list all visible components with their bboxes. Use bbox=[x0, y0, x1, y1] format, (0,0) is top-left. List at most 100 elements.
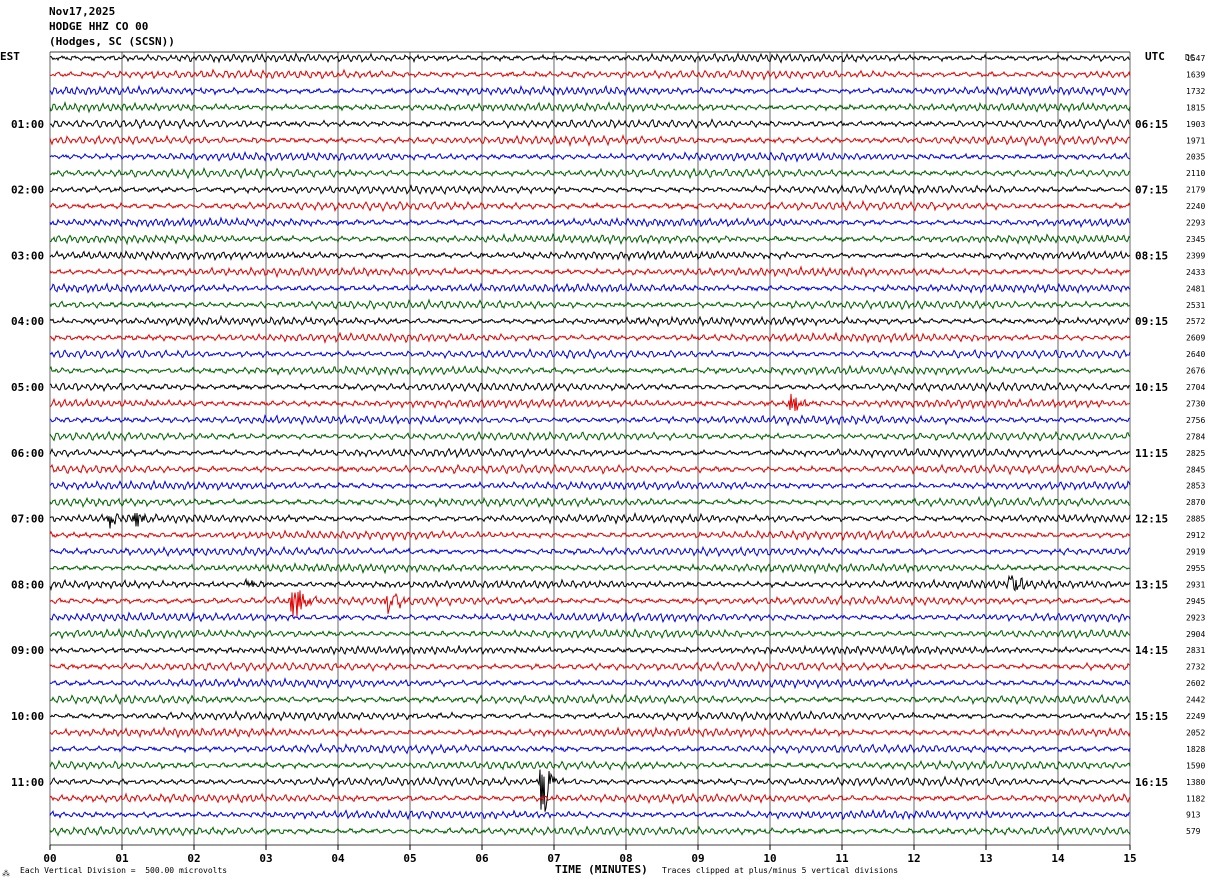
left-time-label: 02:00 bbox=[11, 184, 44, 197]
x-tick-label: 15 bbox=[1123, 852, 1136, 865]
trace-row bbox=[49, 676, 1131, 690]
trace-row bbox=[49, 100, 1131, 114]
trace-row bbox=[49, 574, 1131, 592]
minute-grid bbox=[49, 51, 1131, 850]
trace-row bbox=[49, 808, 1131, 821]
dc-offset-label: 2923 bbox=[1186, 613, 1205, 622]
right-time-label: 15:15 bbox=[1135, 710, 1168, 723]
dc-offset-label: 1903 bbox=[1186, 120, 1205, 129]
dc-offset-label: 2931 bbox=[1186, 580, 1205, 589]
x-tick-label: 08 bbox=[619, 852, 632, 865]
left-time-label: 11:00 bbox=[11, 776, 44, 789]
trace-row bbox=[49, 479, 1131, 491]
trace-row bbox=[49, 529, 1131, 542]
dc-offset-label: 2853 bbox=[1186, 482, 1205, 491]
dc-offset-label: 2919 bbox=[1186, 548, 1205, 557]
trace-row bbox=[49, 134, 1131, 148]
right-time-label: 10:15 bbox=[1135, 381, 1168, 394]
dc-offset-label: 2756 bbox=[1186, 416, 1205, 425]
x-tick-labels: 00 01 02 03 04 05 06 07 08 09 10 11 12 13 14 15 bbox=[43, 852, 1136, 865]
dc-offset-label: 2442 bbox=[1186, 696, 1205, 705]
trace-row bbox=[49, 216, 1131, 229]
trace-row bbox=[49, 393, 1131, 411]
dc-offset-label: 1590 bbox=[1186, 761, 1205, 770]
dc-offset-label: 2831 bbox=[1186, 646, 1205, 655]
dc-offset-label: 1547 bbox=[1186, 54, 1205, 63]
trace-row bbox=[49, 232, 1131, 246]
left-time-label: 04:00 bbox=[11, 315, 44, 328]
trace-row bbox=[49, 611, 1131, 624]
x-tick-label: 01 bbox=[115, 852, 129, 865]
x-tick-label: 04 bbox=[331, 852, 345, 865]
trace-row bbox=[49, 84, 1131, 97]
x-tick-label: 00 bbox=[43, 852, 56, 865]
left-time-label: 01:00 bbox=[11, 118, 44, 131]
trace-row bbox=[49, 447, 1131, 459]
x-tick-label: 02 bbox=[187, 852, 200, 865]
dc-offset-label: 1380 bbox=[1186, 778, 1205, 787]
dc-offset-labels: 1547 1639 1732 1815 1903 1971 2035 2110 2179 2240… bbox=[1186, 54, 1205, 836]
dc-offset-label: 2885 bbox=[1186, 515, 1205, 524]
dc-offset-label: 2912 bbox=[1186, 531, 1205, 540]
trace-row bbox=[49, 249, 1131, 263]
dc-offset-label: 2249 bbox=[1186, 712, 1205, 721]
trace-row bbox=[49, 495, 1131, 509]
dc-offset-label: 2870 bbox=[1186, 498, 1205, 507]
x-tick-label: 11 bbox=[835, 852, 849, 865]
dc-offset-label: 1182 bbox=[1186, 794, 1205, 803]
dc-offset-label: 2845 bbox=[1186, 465, 1205, 474]
trace-row bbox=[49, 298, 1131, 311]
right-time-label: 12:15 bbox=[1135, 513, 1168, 526]
dc-offset-label: 2293 bbox=[1186, 219, 1205, 228]
trace-row bbox=[49, 150, 1131, 163]
right-timezone: UTC bbox=[1145, 50, 1165, 63]
trace-row bbox=[49, 742, 1131, 756]
trace-row bbox=[49, 364, 1131, 377]
trace-row bbox=[49, 726, 1131, 739]
x-tick-label: 12 bbox=[907, 852, 920, 865]
dc-offset-label: 2676 bbox=[1186, 367, 1205, 376]
x-tick-label: 07 bbox=[547, 852, 560, 865]
dc-offset-label: 2784 bbox=[1186, 432, 1205, 441]
trace-row bbox=[49, 463, 1131, 476]
clip-note: Traces clipped at plus/minus 5 vertical … bbox=[662, 866, 899, 875]
dc-offset-label: 1828 bbox=[1186, 745, 1205, 754]
trace-row bbox=[49, 348, 1131, 360]
dc-offset-label: 2035 bbox=[1186, 153, 1205, 162]
right-time-label: 16:15 bbox=[1135, 776, 1168, 789]
dc-offset-label: 2572 bbox=[1186, 317, 1205, 326]
left-time-label: 10:00 bbox=[11, 710, 44, 723]
dc-offset-label: 2179 bbox=[1186, 186, 1205, 195]
dc-offset-label: 2609 bbox=[1186, 334, 1205, 343]
header-location: (Hodges, SC (SCSN)) bbox=[49, 35, 175, 48]
right-time-labels: 06:15 07:15 08:15 09:15 10:15 11:15 12:15 13:15… bbox=[1135, 118, 1168, 789]
trace-row bbox=[49, 331, 1131, 344]
dc-offset-label: 2955 bbox=[1186, 564, 1205, 573]
trace-row bbox=[49, 282, 1131, 295]
trace-row bbox=[49, 759, 1131, 772]
left-time-label: 09:00 bbox=[11, 644, 44, 657]
left-timezone: EST bbox=[0, 50, 20, 63]
trace-row bbox=[49, 545, 1131, 558]
right-time-label: 08:15 bbox=[1135, 249, 1168, 262]
dc-offset-label: 2640 bbox=[1186, 350, 1205, 359]
right-time-label: 13:15 bbox=[1135, 578, 1168, 591]
dc-offset-label: 2904 bbox=[1186, 630, 1205, 639]
trace-row bbox=[49, 709, 1131, 723]
trace-row bbox=[49, 511, 1131, 529]
left-time-label: 06:00 bbox=[11, 447, 44, 460]
dc-offset-label: 2602 bbox=[1186, 679, 1205, 688]
right-time-label: 09:15 bbox=[1135, 315, 1168, 328]
x-tick-label: 14 bbox=[1051, 852, 1065, 865]
corner-mark-icon: ⁂ bbox=[2, 869, 10, 878]
dc-offset-label: 1732 bbox=[1186, 87, 1205, 96]
trace-row bbox=[49, 414, 1130, 427]
trace-row bbox=[49, 199, 1131, 213]
trace-row bbox=[49, 627, 1131, 640]
dc-offset-label: 1639 bbox=[1186, 70, 1205, 79]
right-time-label: 07:15 bbox=[1135, 184, 1168, 197]
dc-offset-label: 913 bbox=[1186, 811, 1201, 820]
trace-row bbox=[49, 265, 1131, 279]
trace-row bbox=[49, 118, 1131, 131]
